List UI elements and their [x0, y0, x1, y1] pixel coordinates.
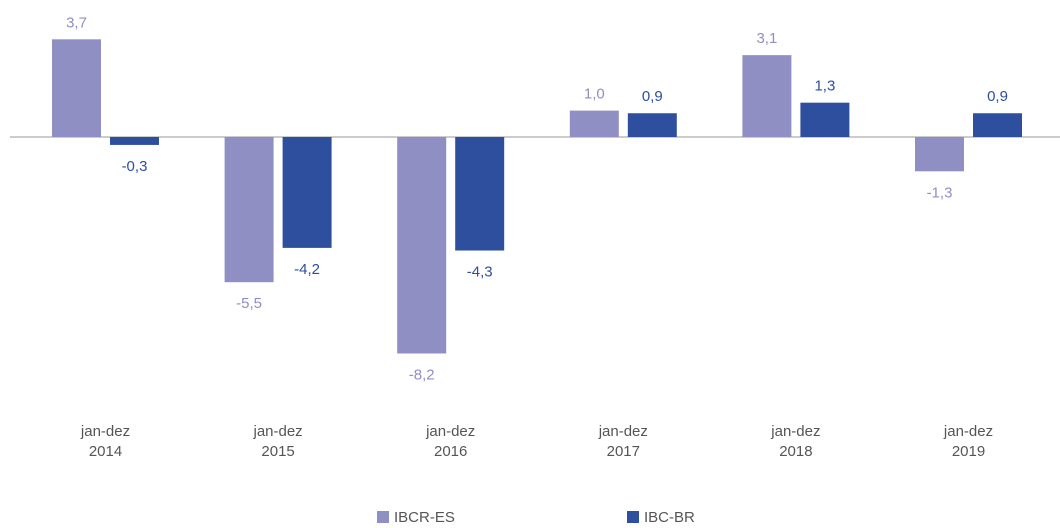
x-tick-label: jan-dez 2019 [943, 423, 994, 460]
data-label: 3,1 [756, 30, 777, 47]
bar [282, 137, 332, 248]
x-tick-label: jan-dez 2017 [598, 423, 648, 460]
data-label: -8,2 [409, 366, 435, 383]
legend-swatch [627, 511, 639, 523]
data-label: 1,0 [584, 86, 605, 103]
bar [110, 137, 159, 145]
bar [627, 113, 677, 137]
bar [455, 137, 505, 251]
bar [915, 137, 964, 172]
legend-label: IBCR-ES [394, 509, 455, 526]
bar [569, 110, 619, 137]
data-label: -1,3 [927, 184, 953, 201]
bar [397, 137, 447, 354]
data-label: -5,5 [236, 295, 262, 312]
data-label: 0,9 [987, 88, 1008, 105]
data-label: 1,3 [814, 78, 835, 95]
bar [742, 55, 792, 137]
x-tick-label: jan-dez 2015 [253, 423, 303, 460]
data-label: -0,3 [122, 158, 148, 175]
x-tick-label: jan-dez 2014 [80, 423, 131, 460]
data-label: -4,3 [467, 263, 493, 280]
data-label: 0,9 [642, 88, 663, 105]
bar [800, 102, 850, 137]
data-label: 3,7 [66, 14, 87, 31]
x-tick-label: jan-dez 2018 [771, 423, 821, 460]
bar [52, 39, 101, 137]
bar [973, 113, 1022, 137]
x-tick-label: jan-dez 2016 [426, 423, 476, 460]
bar [224, 137, 274, 283]
data-label: -4,2 [294, 261, 320, 278]
legend-swatch [377, 511, 389, 523]
legend-label: IBC-BR [644, 509, 695, 526]
